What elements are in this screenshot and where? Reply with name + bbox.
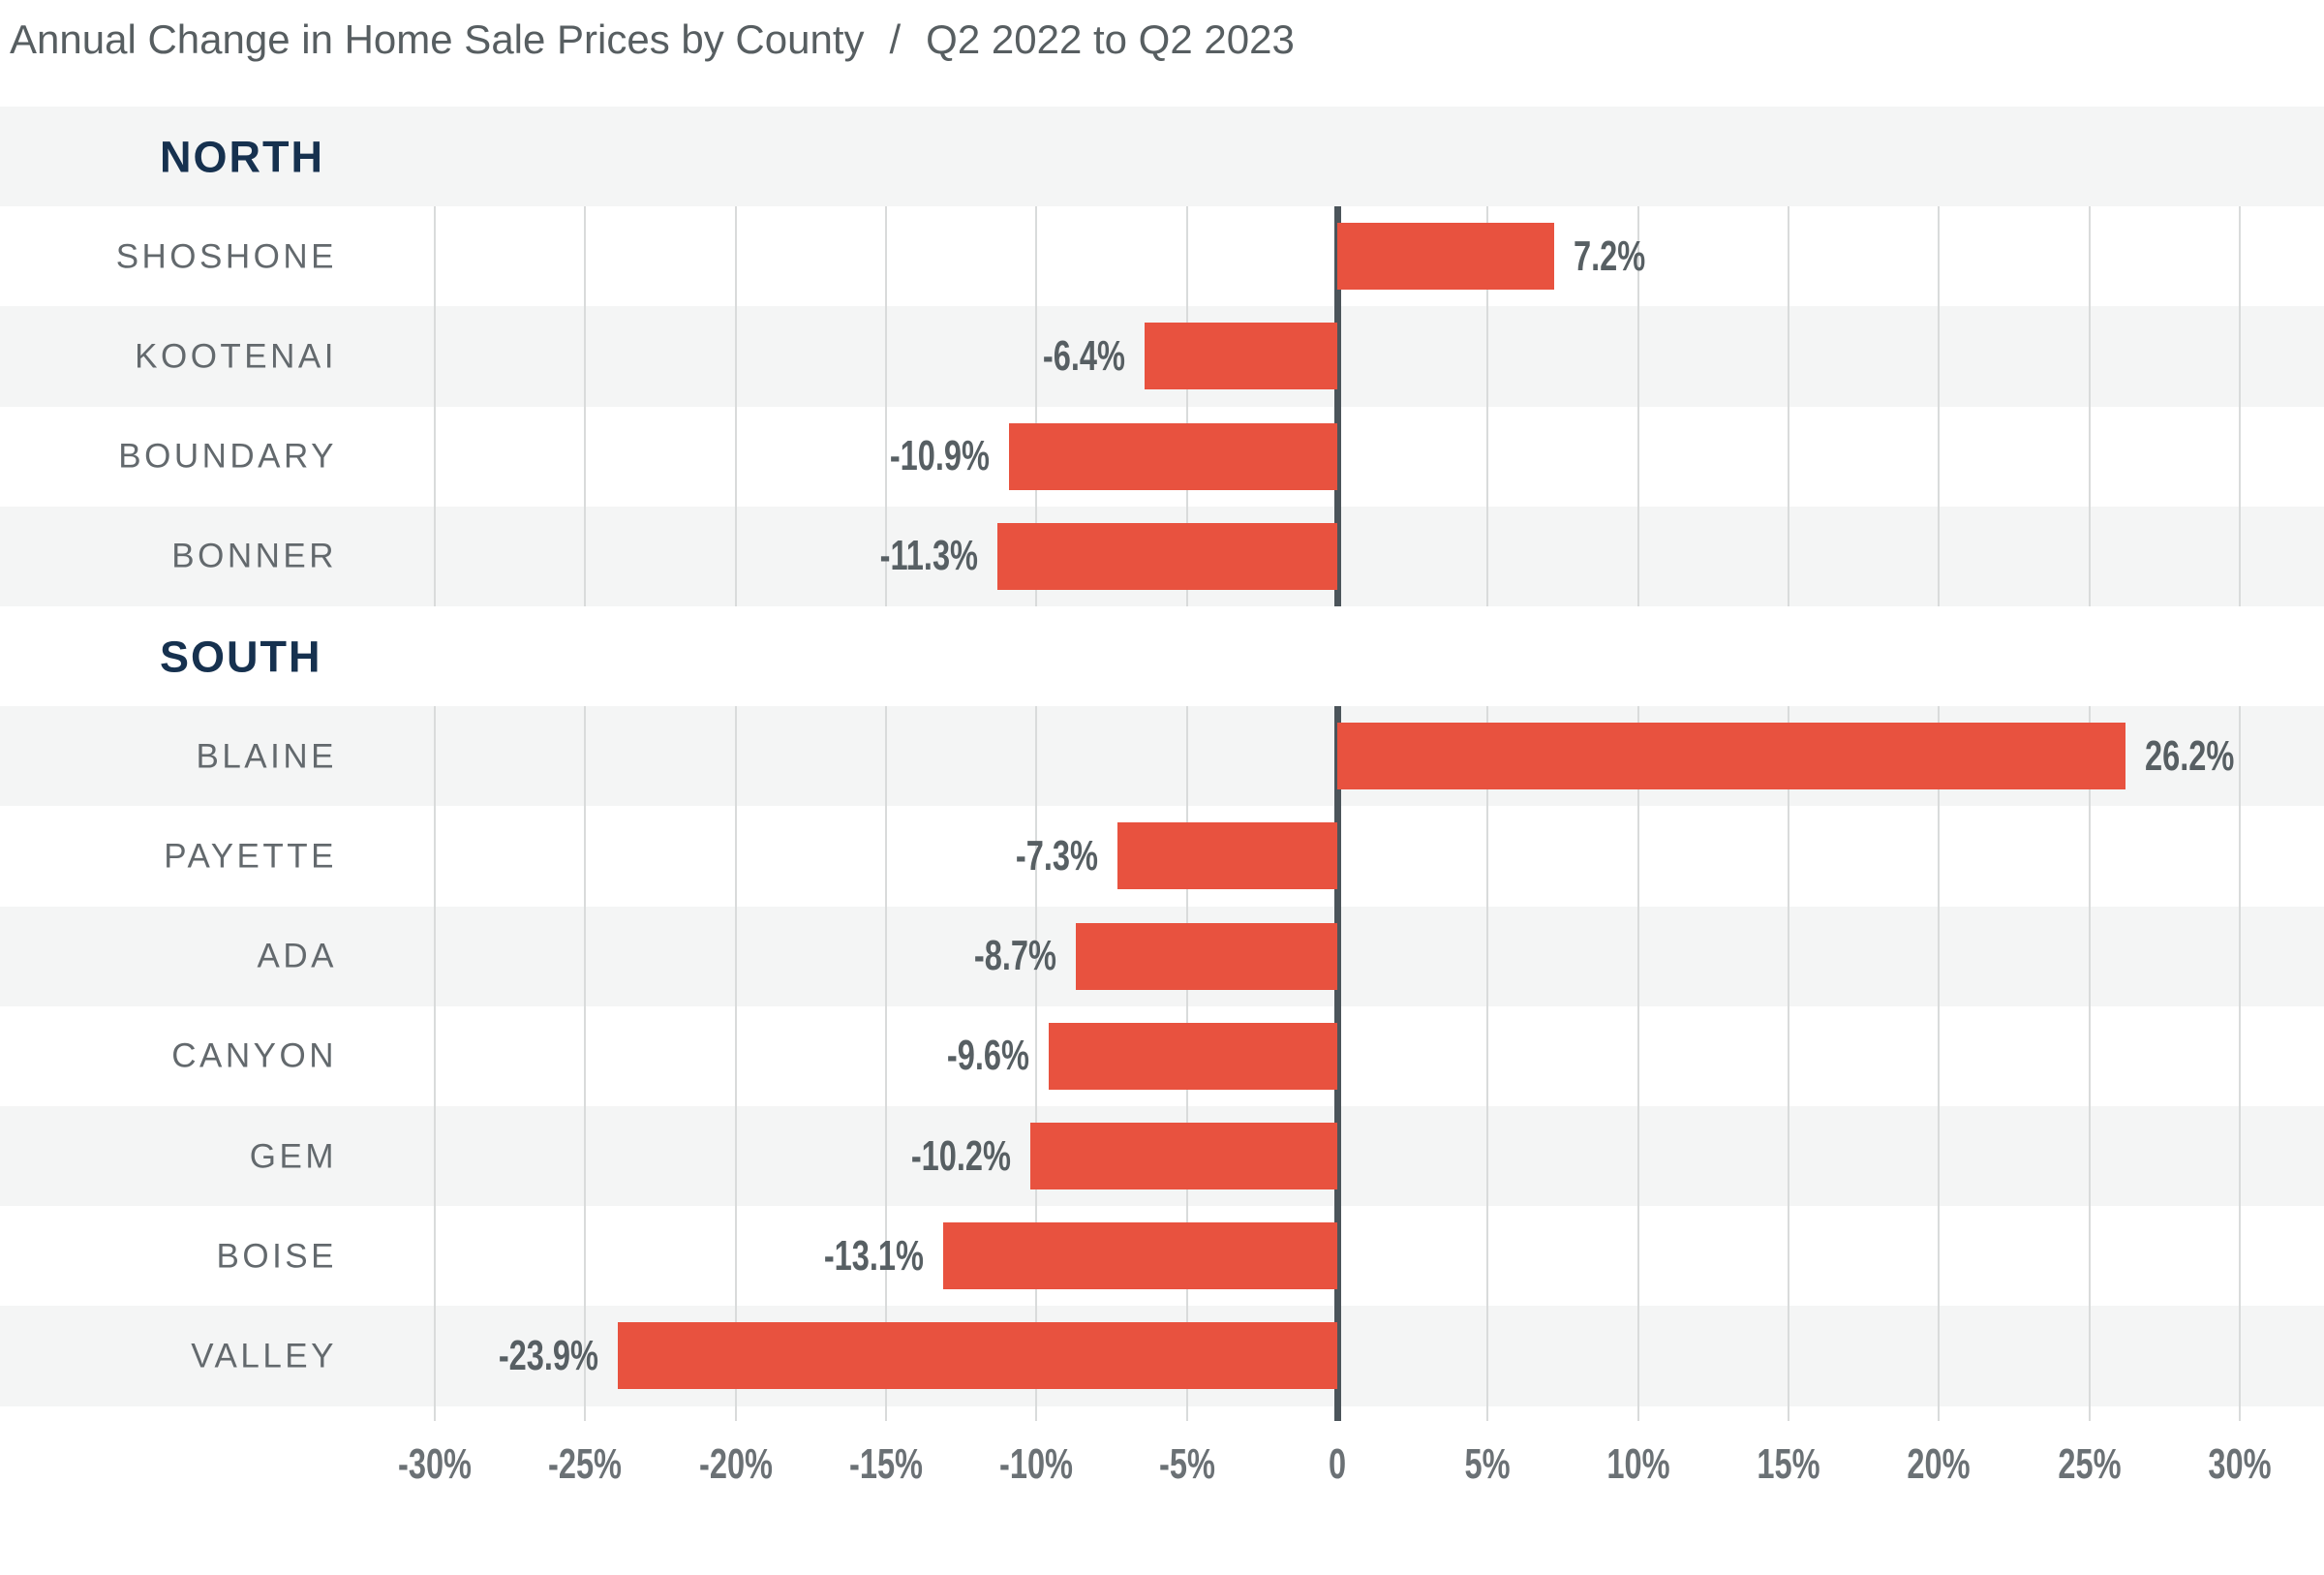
axis-tick-label: -25%: [548, 1440, 623, 1488]
bar: [1048, 1022, 1337, 1090]
value-label: 7.2%: [1573, 232, 1645, 280]
section-band: SOUTH: [0, 606, 2324, 707]
axis-tick-label: 25%: [2058, 1440, 2122, 1488]
section-band: NORTH: [0, 107, 2324, 207]
axis-tick-label: 30%: [2208, 1440, 2272, 1488]
county-label: GEM: [249, 1137, 337, 1176]
county-label: ADA: [257, 937, 337, 975]
axis-tick-label: -30%: [397, 1440, 472, 1488]
value-label: -7.3%: [1016, 832, 1099, 880]
value-label: -11.3%: [879, 532, 978, 580]
axis-tick-label: -10%: [999, 1440, 1074, 1488]
value-label: -10.2%: [910, 1131, 1012, 1180]
bar: [1145, 323, 1337, 390]
value-label: -8.7%: [973, 932, 1056, 980]
bar: [1337, 723, 2126, 790]
county-label: BLAINE: [196, 737, 337, 776]
axis-tick-label: 10%: [1606, 1440, 1670, 1488]
x-axis: -30% -25% -20% -15% -10% -5% 0 5% 10% 15% 20% 25% 30…: [0, 1443, 2324, 1501]
axis-tick-label: -15%: [848, 1440, 923, 1488]
county-label: BONNER: [171, 537, 337, 575]
value-label: -6.4%: [1043, 332, 1126, 380]
bar: [1030, 1123, 1337, 1189]
axis-tick-label: -20%: [698, 1440, 773, 1488]
county-label: KOOTENAI: [135, 337, 337, 376]
county-label: SHOSHONE: [115, 237, 337, 276]
county-label: PAYETTE: [164, 837, 337, 876]
value-label: 26.2%: [2145, 731, 2235, 780]
section-header-label: NORTH: [160, 132, 324, 182]
chart-title-main: Annual Change in Home Sale Prices by Cou…: [10, 16, 865, 62]
axis-tick-label: 5%: [1464, 1440, 1511, 1488]
bar: [1009, 422, 1337, 490]
chart-title-period: Q2 2022 to Q2 2023: [926, 16, 1295, 62]
county-label: BOUNDARY: [118, 437, 337, 476]
chart-title-separator: /: [889, 16, 902, 62]
value-label: -13.1%: [823, 1231, 924, 1280]
row-band: SHOSHONE: [0, 206, 2324, 307]
bar: [618, 1322, 1337, 1390]
value-label: -10.9%: [890, 432, 991, 480]
axis-tick-label: 15%: [1757, 1440, 1820, 1488]
section-header-label: SOUTH: [160, 632, 322, 682]
county-label: VALLEY: [191, 1337, 337, 1375]
axis-tick-label: 0: [1328, 1440, 1347, 1488]
axis-tick-label: 20%: [1907, 1440, 1971, 1488]
county-label: BOISE: [216, 1237, 337, 1276]
bar: [1075, 922, 1337, 990]
axis-tick-label: -5%: [1158, 1440, 1215, 1488]
value-label: -23.9%: [499, 1332, 599, 1379]
value-label: -9.6%: [946, 1032, 1029, 1080]
county-label: CANYON: [171, 1036, 337, 1075]
bar: [942, 1222, 1337, 1290]
bar: [1337, 223, 1554, 291]
bar: [996, 522, 1337, 590]
bar: [1117, 822, 1337, 890]
chart-title: Annual Change in Home Sale Prices by Cou…: [10, 15, 1295, 64]
